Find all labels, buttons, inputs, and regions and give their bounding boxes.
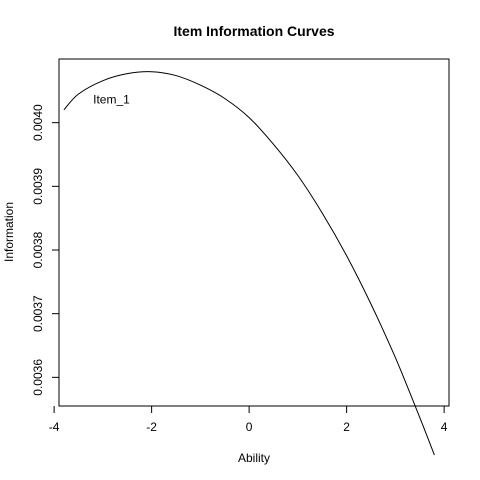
x-tick-label-1: -2 [146, 420, 157, 434]
chart-title: Item Information Curves [173, 23, 334, 39]
series-label-item-1: Item_1 [93, 93, 130, 107]
y-tick-label-0: 0.0036 [31, 359, 45, 396]
x-axis: -4 -2 0 2 4 [49, 406, 448, 434]
y-tick-label-1: 0.0037 [31, 295, 45, 332]
x-tick-label-0: -4 [49, 420, 60, 434]
y-tick-label-4: 0.0040 [31, 104, 45, 141]
series-line-item-1 [63, 71, 435, 456]
y-tick-label-2: 0.0038 [31, 231, 45, 268]
y-tick-label-3: 0.0039 [31, 168, 45, 205]
x-axis-label: Ability [238, 451, 270, 465]
plot-frame [58, 58, 450, 407]
x-tick-label-3: 2 [343, 420, 350, 434]
y-axis: 0.0036 0.0037 0.0038 0.0039 0.0040 [31, 104, 59, 396]
x-tick-label-4: 4 [441, 420, 448, 434]
x-tick-label-2: 0 [246, 420, 253, 434]
y-axis-label: Information [2, 202, 16, 262]
